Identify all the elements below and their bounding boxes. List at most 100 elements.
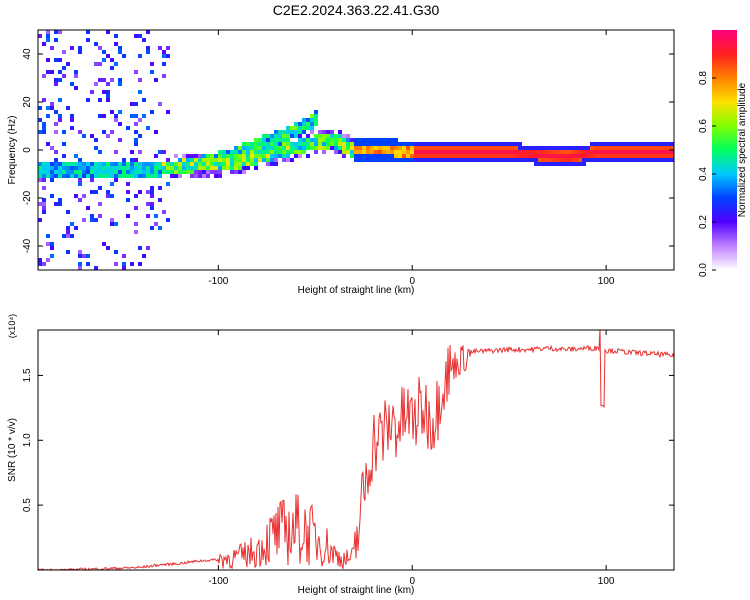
spectrogram-cell (42, 186, 46, 190)
spectrogram-cell (250, 142, 254, 146)
spectrogram-cell (502, 146, 506, 150)
spectrogram-cell (614, 142, 618, 146)
spectrogram-cell (330, 130, 334, 134)
spectrogram-cell (590, 142, 594, 146)
spectrogram-cell (62, 66, 66, 70)
spectrogram-cell (102, 242, 106, 246)
spectrogram-cell (566, 158, 570, 162)
spectrogram-cell (338, 146, 342, 150)
spectrogram-cell (118, 162, 122, 166)
spectrogram-cell (82, 254, 86, 258)
spectrogram-cell (618, 154, 622, 158)
spectrogram-cell (174, 162, 178, 166)
spectrogram-cell (50, 162, 54, 166)
spectrogram-cell (626, 150, 630, 154)
spectrogram-cell (106, 174, 110, 178)
spectrogram-cell (494, 158, 498, 162)
spectrogram-cell (466, 154, 470, 158)
spectrogram-cell (666, 146, 670, 150)
spectrogram-cell (242, 150, 246, 154)
spectrogram-cell (398, 154, 402, 158)
spectrogram-cell (390, 154, 394, 158)
spectrogram-cell (54, 174, 58, 178)
spectrogram-cell (138, 90, 142, 94)
spectrogram-cell (642, 142, 646, 146)
spectrogram-cell (286, 134, 290, 138)
spectrogram-cell (650, 154, 654, 158)
spectrogram-cell (238, 166, 242, 170)
spectrogram-panel: -100 0 100 -40 -20 0 20 40 Height of straight … (7, 29, 675, 296)
chart-title: C2E2.2024.363.22.41.G30 (273, 2, 440, 18)
spectrogram-cell (138, 246, 142, 250)
spectrogram-cell (246, 150, 250, 154)
spectrogram-cell (154, 174, 158, 178)
spectrogram-cell (94, 174, 98, 178)
spectrogram-cell (558, 162, 562, 166)
spectrogram-cell (646, 158, 650, 162)
spectrogram-cell (282, 142, 286, 146)
spectrogram-cell (38, 218, 42, 222)
spectrogram-cell (474, 150, 478, 154)
spectrogram-cell (222, 154, 226, 158)
spectrogram-cell (614, 146, 618, 150)
spectrogram-cell (86, 98, 90, 102)
spectrogram-cell (622, 142, 626, 146)
spectrogram-cell (438, 146, 442, 150)
spectrogram-cell (670, 146, 674, 150)
spectrogram-cell (650, 142, 654, 146)
spectrogram-cell (646, 150, 650, 154)
spectrogram-cell (470, 158, 474, 162)
spectrogram-cell (266, 150, 270, 154)
spectrogram-cell (398, 142, 402, 146)
spectrogram-cell (394, 150, 398, 154)
spectrogram-cell (50, 70, 54, 74)
spectrogram-cell (130, 114, 134, 118)
spectrogram-cell (86, 162, 90, 166)
spectrogram-cell (510, 154, 514, 158)
spectrogram-cell (602, 158, 606, 162)
spectrogram-cell (274, 150, 278, 154)
spectrogram-cell (410, 146, 414, 150)
spectrogram-cell (298, 126, 302, 130)
spectrogram-cell (582, 150, 586, 154)
spectrogram-cell (606, 158, 610, 162)
spectrogram-cell (170, 170, 174, 174)
spectrogram-cell (110, 174, 114, 178)
spectrogram-cell (454, 158, 458, 162)
spectrogram-cell (38, 174, 42, 178)
spectrogram-cell (150, 226, 154, 230)
spectrogram-cell (354, 142, 358, 146)
spectrogram-cell (50, 246, 54, 250)
spectrogram-cell (370, 138, 374, 142)
spectrogram-cell (122, 162, 126, 166)
spectrogram-cell (278, 146, 282, 150)
spectrogram-cell (222, 166, 226, 170)
spectrogram-cell (246, 158, 250, 162)
spectrogram-cell (218, 154, 222, 158)
spectrogram-cell (138, 134, 142, 138)
spectrogram-cell (310, 146, 314, 150)
spectrogram-cell (54, 150, 58, 154)
spectrogram-cell (146, 170, 150, 174)
spectrogram-cell (282, 134, 286, 138)
spectrogram-cell (118, 174, 122, 178)
spectrogram-cell (230, 150, 234, 154)
spectrogram-cell (50, 106, 54, 110)
spectrogram-cell (350, 146, 354, 150)
spectrogram-cell (142, 98, 146, 102)
spectrogram-cell (190, 170, 194, 174)
spectrogram-cell (258, 142, 262, 146)
spectrogram-cell (318, 134, 322, 138)
spectrogram-cell (342, 146, 346, 150)
snr-x-ticks: -100 0 100 (208, 330, 615, 587)
x-tick-label: -100 (208, 276, 228, 287)
spectrogram-cell (158, 170, 162, 174)
spectrogram-cell (338, 142, 342, 146)
spectrogram-cell (342, 154, 346, 158)
spectrogram-cell (378, 142, 382, 146)
spectrogram-cell (310, 114, 314, 118)
spectrogram-cell (78, 166, 82, 170)
spectrogram-cell (302, 146, 306, 150)
spectrogram-cell (130, 170, 134, 174)
spectrogram-cell (46, 166, 50, 170)
